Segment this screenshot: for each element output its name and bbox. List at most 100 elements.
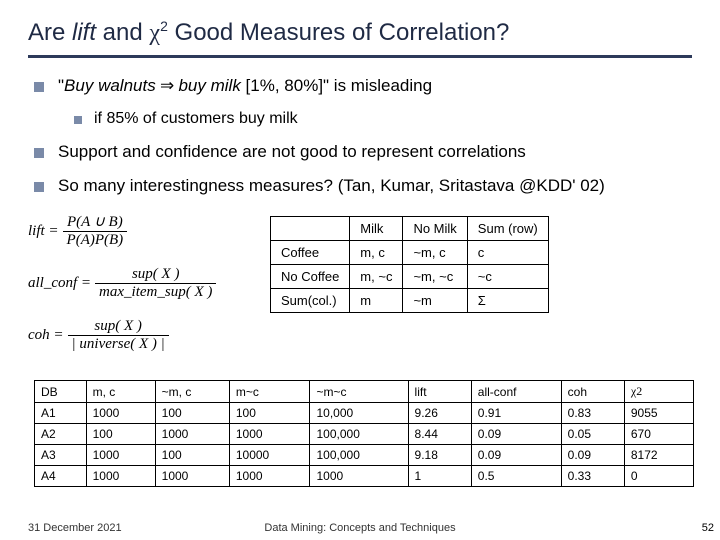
ctable-cell: ~c [467, 265, 548, 289]
btable-cell: 9.18 [408, 445, 471, 466]
bullet-1-sub: if 85% of customers buy milk [74, 110, 692, 128]
b1a-post: [1%, 80%]" is misleading [241, 76, 432, 95]
formulas: lift = P(A ∪ B) P(A)P(B) all_conf = sup(… [28, 210, 258, 370]
db-table: DB m, c ~m, c m~c ~m~c lift all-conf coh… [34, 380, 694, 487]
btable-cell: 8172 [624, 445, 693, 466]
btable-cell: 1000 [86, 466, 155, 487]
btable-cell: 100 [155, 445, 229, 466]
contingency-table: Milk No Milk Sum (row) Coffee m, c ~m, c… [270, 216, 549, 313]
bullet-2-text: Support and confidence are not good to r… [58, 142, 526, 162]
ctable-h2: No Milk [403, 217, 467, 241]
title-rule [28, 55, 692, 58]
lift-num: P(A ∪ B) [63, 214, 128, 231]
btable-h: ~m~c [310, 381, 408, 403]
bullet-3-text: So many interestingness measures? (Tan, … [58, 176, 605, 196]
coh-frac: sup( X ) | universe( X ) | [68, 318, 169, 352]
formula-lift: lift = P(A ∪ B) P(A)P(B) [28, 214, 258, 248]
allconf-lhs: all_conf = [28, 275, 95, 292]
b1a-ital1: Buy walnuts [64, 76, 156, 95]
title-mid1: and [96, 19, 149, 46]
formula-allconf: all_conf = sup( X ) max_item_sup( X ) [28, 266, 258, 300]
btable-row: A2 100 1000 1000 100,000 8.44 0.09 0.05 … [35, 424, 694, 445]
contingency-table-wrap: Milk No Milk Sum (row) Coffee m, c ~m, c… [270, 210, 549, 313]
btable-row: A1 1000 100 100 10,000 9.26 0.91 0.83 90… [35, 403, 694, 424]
btable-cell: 1000 [86, 445, 155, 466]
btable-h: m~c [229, 381, 310, 403]
btable-row: A4 1000 1000 1000 1000 1 0.5 0.33 0 [35, 466, 694, 487]
btable-cell: 0.83 [561, 403, 624, 424]
ctable-cell: Coffee [271, 241, 350, 265]
lift-lhs: lift = [28, 223, 63, 240]
title-pre: Are [28, 19, 72, 46]
title-chi: χ [149, 20, 160, 46]
btable-header-row: DB m, c ~m, c m~c ~m~c lift all-conf coh… [35, 381, 694, 403]
bullet-1-sub-text: if 85% of customers buy milk [94, 110, 298, 128]
btable-h: DB [35, 381, 87, 403]
ctable-h3: Sum (row) [467, 217, 548, 241]
bullet-1: "Buy walnuts ⇒ buy milk [1%, 80%]" is mi… [34, 76, 692, 96]
ctable-cell: ~m [403, 289, 467, 313]
btable-cell: 8.44 [408, 424, 471, 445]
btable-h: ~m, c [155, 381, 229, 403]
btable-cell: 1000 [155, 424, 229, 445]
coh-den: | universe( X ) | [68, 335, 169, 353]
slide-title: Are lift and χ2 Good Measures of Correla… [28, 18, 692, 53]
ctable-cell: m [350, 289, 403, 313]
btable-cell: 1 [408, 466, 471, 487]
slide: Are lift and χ2 Good Measures of Correla… [0, 0, 720, 540]
btable-cell: 1000 [229, 424, 310, 445]
btable-cell: 10000 [229, 445, 310, 466]
btable-h-chi2: χ2 [624, 381, 693, 403]
btable-h: coh [561, 381, 624, 403]
footer-date: 31 December 2021 [28, 522, 122, 534]
btable-cell: 0 [624, 466, 693, 487]
btable-cell: A3 [35, 445, 87, 466]
btable-cell: A1 [35, 403, 87, 424]
title-mid2: Good Measures of Correlation? [168, 19, 510, 46]
title-lift: lift [72, 19, 96, 46]
page-number: 52 [702, 522, 714, 534]
btable-h: lift [408, 381, 471, 403]
content-row: lift = P(A ∪ B) P(A)P(B) all_conf = sup(… [28, 210, 692, 370]
coh-lhs: coh = [28, 327, 68, 344]
bullet-1-text: "Buy walnuts ⇒ buy milk [1%, 80%]" is mi… [58, 76, 432, 96]
btable-cell: 9.26 [408, 403, 471, 424]
ctable-cell: Σ [467, 289, 548, 313]
btable-cell: 1000 [229, 466, 310, 487]
b1a-ital2: buy milk [178, 76, 240, 95]
db-table-wrap: DB m, c ~m, c m~c ~m~c lift all-conf coh… [28, 380, 692, 487]
lift-den: P(A)P(B) [63, 231, 128, 249]
ctable-row: Coffee m, c ~m, c c [271, 241, 549, 265]
btable-h: m, c [86, 381, 155, 403]
ctable-cell: m, c [350, 241, 403, 265]
btable-cell: 0.91 [471, 403, 561, 424]
btable-cell: 0.09 [471, 424, 561, 445]
btable-cell: 9055 [624, 403, 693, 424]
title-sup: 2 [160, 18, 168, 34]
bullet-icon [34, 182, 44, 192]
allconf-frac: sup( X ) max_item_sup( X ) [95, 266, 216, 300]
allconf-den: max_item_sup( X ) [95, 283, 216, 301]
ctable-cell: No Coffee [271, 265, 350, 289]
btable-cell: 100,000 [310, 424, 408, 445]
ctable-cell: m, ~c [350, 265, 403, 289]
btable-cell: 1000 [86, 403, 155, 424]
ctable-cell: ~m, c [403, 241, 467, 265]
coh-num: sup( X ) [68, 318, 169, 335]
btable-cell: 0.09 [471, 445, 561, 466]
formula-coh: coh = sup( X ) | universe( X ) | [28, 318, 258, 352]
ctable-h0 [271, 217, 350, 241]
allconf-num: sup( X ) [95, 266, 216, 283]
ctable-h1: Milk [350, 217, 403, 241]
btable-cell: 0.09 [561, 445, 624, 466]
btable-h: all-conf [471, 381, 561, 403]
ctable-row: Sum(col.) m ~m Σ [271, 289, 549, 313]
btable-cell: 10,000 [310, 403, 408, 424]
footer: 31 December 2021 Data Mining: Concepts a… [0, 522, 720, 534]
btable-cell: 1000 [310, 466, 408, 487]
ctable-cell: c [467, 241, 548, 265]
btable-cell: A4 [35, 466, 87, 487]
btable-cell: 0.33 [561, 466, 624, 487]
btable-cell: 670 [624, 424, 693, 445]
bullet-3: So many interestingness measures? (Tan, … [34, 176, 692, 196]
